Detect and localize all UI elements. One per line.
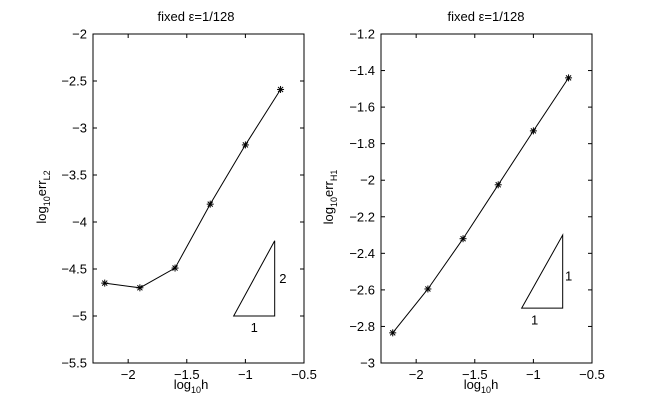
left-series-line bbox=[104, 89, 281, 289]
left-xtick-label: −1.5 bbox=[174, 367, 200, 382]
right-ylabel-rest: err bbox=[321, 180, 336, 197]
left-title: fixed ε=1/128 bbox=[158, 9, 235, 24]
left-triangle-shape bbox=[232, 240, 276, 317]
right-series-line bbox=[392, 77, 569, 334]
right-ytick-label: −1.6 bbox=[349, 100, 375, 115]
right-ylabel-base: log bbox=[321, 207, 336, 224]
right-ytick-label: −1.4 bbox=[349, 63, 375, 78]
right-ylabel-sub: 10 bbox=[329, 197, 339, 207]
right-data-point bbox=[494, 181, 502, 189]
right-triangle-run-label: 1 bbox=[531, 313, 538, 328]
left-xlabel-base: log bbox=[174, 377, 191, 392]
right-xlabel-base: log bbox=[464, 377, 481, 392]
right-ytick-label: −3 bbox=[360, 356, 375, 371]
right-ylabel-rest-sub: H1 bbox=[329, 170, 339, 182]
right-xtick-label: −0.5 bbox=[579, 367, 605, 382]
right-ytick-label: −2 bbox=[360, 173, 375, 188]
left-xtick-label: −1 bbox=[238, 367, 253, 382]
right-data-point bbox=[424, 285, 432, 293]
right-xticks: −2 −1.5 −1 −0.5 bbox=[409, 34, 605, 382]
left-triangle-run-label: 1 bbox=[251, 320, 258, 335]
left-ytick-label: −3 bbox=[72, 121, 87, 136]
right-data-point bbox=[389, 329, 397, 337]
left-plot: fixed ε=1/128 −2 −1.5 −1 −0.5 −5.5−5−4.5−4−… bbox=[34, 9, 317, 395]
right-ytick-label: −2.8 bbox=[349, 319, 375, 334]
right-ytick-label: −2.2 bbox=[349, 209, 375, 224]
right-ytick-label: −1.2 bbox=[349, 27, 375, 42]
right-ytick-label: −2.4 bbox=[349, 246, 375, 261]
right-data-point bbox=[529, 127, 537, 135]
left-data-point bbox=[241, 141, 249, 149]
right-yticks: −3 −2.8 −2.6 −2.4 −2.2 −2 −1.8 −1.6 −1.4 −1.2 bbox=[349, 27, 592, 371]
right-data-point bbox=[459, 235, 467, 243]
right-xlabel: log10h bbox=[464, 377, 499, 395]
right-markers bbox=[389, 74, 573, 337]
left-axes-frame bbox=[92, 33, 305, 364]
left-ytick-label: −3.5 bbox=[61, 168, 87, 183]
left-ytick-label: −5.5 bbox=[61, 356, 87, 371]
right-xtick-label: −1.5 bbox=[462, 367, 488, 382]
left-ytick-label: −2.5 bbox=[61, 74, 87, 89]
left-triangle-rise-label: 2 bbox=[279, 271, 286, 286]
right-xlabel-sub: 10 bbox=[481, 385, 491, 395]
right-ytick-label: −1.8 bbox=[349, 136, 375, 151]
left-ylabel-rest-sub: L2 bbox=[42, 170, 52, 180]
left-ytick-label: −4.5 bbox=[61, 262, 87, 277]
right-xtick-label: −2 bbox=[409, 367, 424, 382]
right-plot: fixed ε=1/128 −2 −1.5 −1 −0.5 −3 −2.8 −2.6 −2.… bbox=[321, 9, 605, 395]
right-ytick-label: −2.6 bbox=[349, 282, 375, 297]
left-slope-triangle: 1 2 bbox=[232, 240, 287, 335]
left-xlabel: log10h bbox=[174, 377, 209, 395]
left-xticks: −2 −1.5 −1 −0.5 bbox=[121, 34, 317, 382]
right-axes-frame bbox=[380, 33, 593, 364]
right-xtick-label: −1 bbox=[526, 367, 541, 382]
left-ylabel-sub: 10 bbox=[42, 196, 52, 206]
left-xtick-label: −2 bbox=[121, 367, 136, 382]
left-xlabel-rest: h bbox=[201, 377, 208, 392]
left-axes-box bbox=[92, 33, 305, 364]
left-data-point bbox=[101, 279, 109, 287]
right-triangle-rise-label: 1 bbox=[565, 269, 572, 284]
left-ytick-label: −2 bbox=[72, 27, 87, 42]
right-title: fixed ε=1/128 bbox=[448, 9, 525, 24]
left-data-point bbox=[206, 200, 214, 208]
left-xtick-label: −0.5 bbox=[291, 367, 317, 382]
right-xlabel-rest: h bbox=[491, 377, 498, 392]
left-ylabel-rest: err bbox=[34, 180, 49, 197]
left-xlabel-sub: 10 bbox=[191, 385, 201, 395]
right-ylabel: log10errH1 bbox=[321, 170, 339, 225]
right-triangle-shape bbox=[520, 233, 564, 309]
left-ylabel: log10errL2 bbox=[34, 170, 52, 223]
right-data-point bbox=[565, 74, 573, 82]
left-ytick-label: −4 bbox=[72, 215, 87, 230]
right-slope-triangle: 1 1 bbox=[520, 233, 572, 328]
left-ylabel-base: log bbox=[34, 206, 49, 223]
left-data-point bbox=[277, 85, 285, 93]
right-axes-box bbox=[380, 33, 593, 364]
left-yticks: −5.5 −5 −4.5 −4 −3.5 −3 −2.5 −2 bbox=[61, 27, 304, 371]
left-markers bbox=[101, 85, 285, 292]
left-data-point bbox=[136, 284, 144, 292]
left-data-point bbox=[171, 264, 179, 272]
left-ytick-label: −5 bbox=[72, 309, 87, 324]
